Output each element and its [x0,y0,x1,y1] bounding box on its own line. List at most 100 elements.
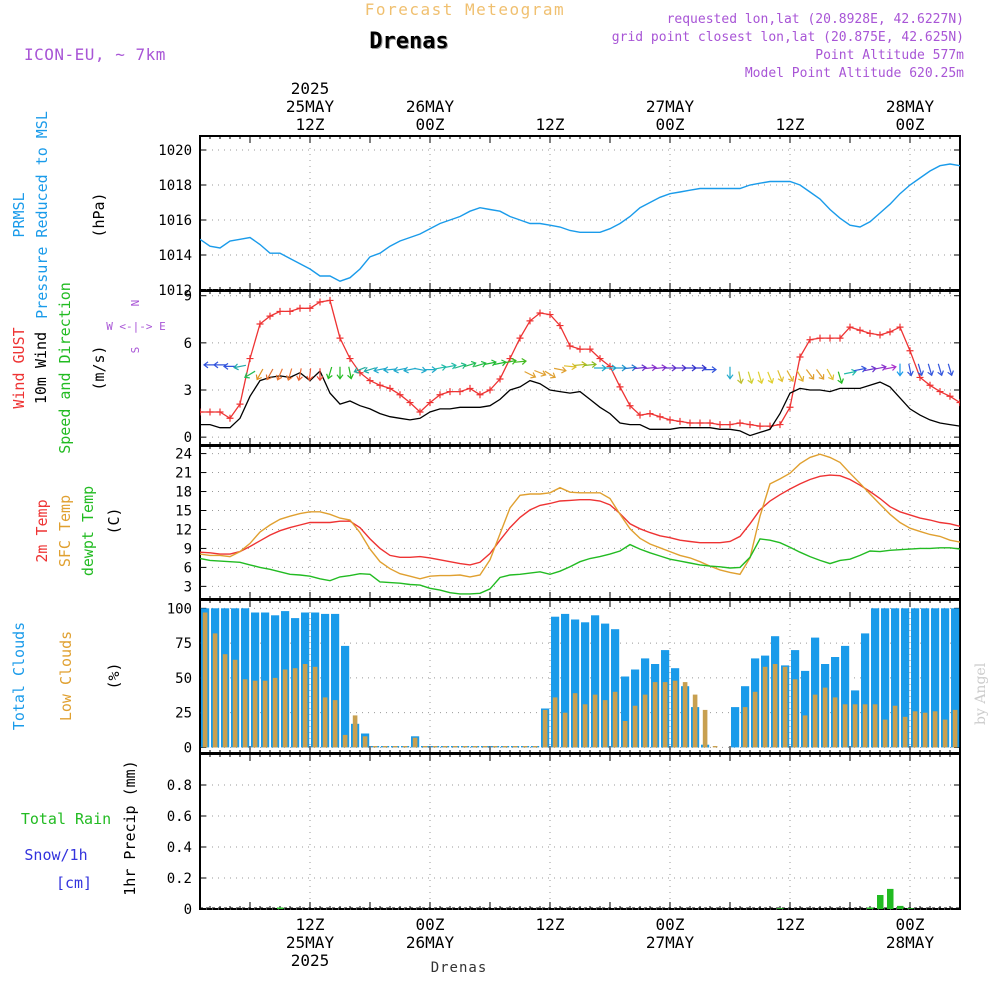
dewpt-line [200,538,960,595]
gust-marker [826,334,834,342]
gust-marker [656,413,664,421]
wind-direction-arrow [474,360,487,368]
info-requested: requested lon,lat (20.8928E, 42.6227N) [667,12,964,27]
bottom-time-label: 00Z [416,915,445,934]
gust-marker [246,355,254,363]
rain-bar [867,907,874,909]
bottom-time-label: 28MAY [886,933,935,952]
low-clouds-bar [332,700,338,748]
low-clouds-bar [342,734,348,748]
pressure-panel: 1012 1014 1016 1018 1020 [158,135,961,299]
gust-marker [236,400,244,408]
low-clouds-bar [832,697,838,748]
low-clouds-bar [502,746,508,748]
y-tick-label: 0.6 [167,809,192,825]
gust-marker [756,422,764,430]
total-clouds-bar [331,613,340,748]
gust-marker [956,399,960,407]
low-clouds-bar [892,705,898,748]
wind-direction-arrow [747,371,754,385]
total-clouds-bar [571,619,580,748]
gust-marker [686,419,694,427]
gust-marker [200,408,204,416]
wind-direction-arrow [363,366,376,374]
bottom-station-label: Drenas [431,960,488,976]
gust-marker [386,384,394,392]
snow-label: Snow/1h [24,846,87,864]
wind-direction-arrow [383,366,397,374]
low-clouds-bar [392,746,398,748]
total-clouds-label: Total Clouds [10,622,28,730]
low-clouds-bar [862,704,868,748]
gust-marker [206,408,214,416]
wind-direction-arrow [883,364,897,371]
gust-marker [346,355,354,363]
low-clouds-bar [692,694,698,748]
gust-marker [836,334,844,342]
low-clouds-bar [382,746,388,748]
y-tick-label: 6 [184,336,192,352]
gust-marker [566,342,574,350]
gust-marker [286,307,294,315]
bottom-time-label: 25MAY [286,933,335,952]
wind-direction-arrow [917,363,924,377]
low-clouds-bar [492,746,498,748]
wind-direction-arrow [286,368,293,381]
y-tick-label: 1012 [158,283,192,299]
temperature-plot-area [200,453,960,595]
gust-marker [586,345,594,353]
gust-marker [997,418,1000,425]
wind-plot-area [200,296,1000,437]
total-clouds-bar [841,645,850,748]
low-clouds-bar [762,666,768,748]
gust-marker [676,417,684,425]
gust-marker [456,388,464,396]
gust-marker [736,419,744,427]
low-clouds-bar [902,716,908,748]
wind-direction-arrow [275,368,283,381]
temp-unit-label: (C) [105,507,123,534]
wind-direction-arrow [786,370,795,382]
info-grid-point: grid point closest lon,lat (20.875E, 42.… [612,30,964,45]
wind-direction-arrow [726,366,734,380]
wind-direction-arrow [623,364,637,372]
gust-marker [516,334,524,342]
total-clouds-bar [901,608,910,748]
rain-bar [777,908,784,909]
low-clouds-bar [622,721,628,748]
wind-10m-line [200,370,960,437]
low-clouds-bar [282,669,288,748]
gust-marker [666,416,674,424]
gust-marker [366,377,374,385]
wind-direction-arrow [757,371,764,385]
low-clouds-bar [702,709,708,748]
gust-marker [336,334,344,342]
bottom-time-label: 12Z [296,915,325,934]
low-clouds-bar [512,746,518,748]
low-clouds-bar [482,746,488,748]
gust-marker [726,421,734,429]
snow-unit-label: [cm] [56,874,92,892]
gust-marker [306,304,314,312]
low-clouds-bar [412,737,418,748]
y-tick-label: 0 [184,902,192,918]
wind-direction-arrow [947,363,954,377]
gust-marker [806,336,814,344]
y-tick-label: 1016 [158,213,192,229]
rain-bar [897,905,904,909]
low-clouds-bar [432,746,438,748]
y-tick-label: 0.2 [167,871,192,887]
wind-direction-arrow [796,370,805,382]
low-clouds-bar [882,719,888,748]
total-clouds-bar [611,629,620,748]
top-time-label: 26MAY [406,97,455,116]
y-tick-label: 3 [184,579,192,595]
top-time-label: 27MAY [646,97,695,116]
gust-marker [476,391,484,399]
temp-2m-line [200,474,960,566]
top-time-label: 00Z [416,115,445,134]
low-clouds-bar [782,666,788,748]
bottom-time-label: 12Z [536,915,565,934]
total-clouds-bar [931,608,940,748]
